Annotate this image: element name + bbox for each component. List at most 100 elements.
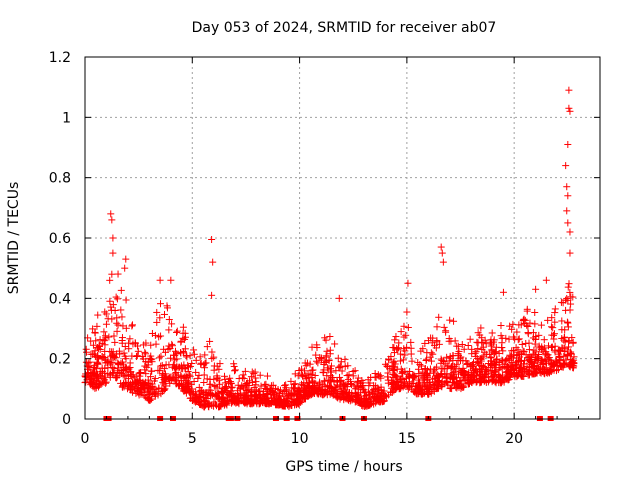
data-point-marker <box>537 321 545 329</box>
data-point-marker <box>173 327 181 335</box>
data-point-marker <box>566 107 574 115</box>
data-point-marker <box>106 276 114 284</box>
data-point-marker <box>551 309 559 317</box>
data-point-marker <box>464 342 472 350</box>
data-point-marker <box>396 350 404 358</box>
data-point-marker <box>407 350 415 358</box>
data-point-marker <box>113 314 121 322</box>
data-point-marker <box>94 311 102 319</box>
data-point-marker <box>540 336 548 344</box>
data-point-marker <box>200 371 208 379</box>
data-point-marker <box>477 324 485 332</box>
data-point-marker <box>121 264 129 272</box>
data-point-marker <box>155 333 163 341</box>
data-point-marker <box>565 280 573 288</box>
data-point-marker <box>506 351 514 359</box>
data-point-marker <box>567 300 575 308</box>
data-point-marker <box>564 219 572 227</box>
data-point-marker <box>134 347 142 355</box>
data-point-marker <box>563 183 571 191</box>
data-point-marker <box>532 285 540 293</box>
data-point-marker <box>455 347 463 355</box>
data-point-marker <box>562 296 570 304</box>
data-point-marker <box>201 403 209 411</box>
data-point-marker <box>564 192 572 200</box>
data-point-marker <box>375 372 383 380</box>
data-point-marker <box>478 354 486 362</box>
data-point-marker <box>216 380 224 388</box>
data-point-marker <box>165 361 173 369</box>
data-point-marker <box>391 336 399 344</box>
y-tick-label: 1.2 <box>49 50 71 66</box>
data-point-marker <box>190 350 198 358</box>
data-point-marker <box>442 327 450 335</box>
data-point-marker <box>515 321 523 329</box>
x-tick-label: 0 <box>81 431 90 447</box>
data-point-marker <box>295 367 303 375</box>
data-point-marker <box>512 344 520 352</box>
data-point-marker <box>563 207 571 215</box>
data-point-marker <box>194 374 202 382</box>
data-point-marker <box>313 357 321 365</box>
data-point-marker <box>531 320 539 328</box>
data-point-marker <box>251 374 259 382</box>
data-point-marker <box>213 384 221 392</box>
data-point-marker <box>153 308 161 316</box>
data-point-marker <box>114 321 122 329</box>
data-point-marker <box>195 391 203 399</box>
data-point-marker <box>235 375 243 383</box>
data-point-marker <box>397 328 405 336</box>
data-point-marker <box>117 286 125 294</box>
data-point-marker <box>142 358 150 366</box>
data-point-marker <box>122 255 130 263</box>
data-point-marker <box>201 351 209 359</box>
data-point-marker <box>435 313 443 321</box>
data-point-marker <box>323 364 331 372</box>
data-point-marker <box>141 362 149 370</box>
data-point-marker <box>228 383 236 391</box>
data-point-marker <box>548 314 556 322</box>
data-point-marker <box>108 348 116 356</box>
data-point-marker <box>421 339 429 347</box>
data-point-marker <box>190 346 198 354</box>
data-point-marker <box>302 375 310 383</box>
data-point-marker <box>433 337 441 345</box>
data-point-marker <box>481 336 489 344</box>
data-point-marker <box>400 322 408 330</box>
data-point-marker <box>181 345 189 353</box>
data-point-marker <box>565 86 573 94</box>
data-point-marker <box>460 345 468 353</box>
data-point-marker <box>407 338 415 346</box>
data-point-marker <box>288 384 296 392</box>
data-point-marker <box>84 359 92 367</box>
data-point-marker <box>520 315 528 323</box>
chart-title: Day 053 of 2024, SRMTID for receiver ab0… <box>192 20 497 36</box>
data-point-marker <box>96 345 104 353</box>
data-point-marker <box>93 322 101 330</box>
data-point-marker <box>113 327 121 335</box>
y-tick-label: 0.6 <box>49 231 71 247</box>
data-point-marker <box>201 359 209 367</box>
data-point-marker <box>109 301 117 309</box>
data-point-marker <box>157 352 165 360</box>
data-point-marker <box>107 210 115 218</box>
data-point-marker <box>152 340 160 348</box>
data-point-marker <box>414 365 422 373</box>
data-point-marker <box>160 310 168 318</box>
data-point-marker <box>110 332 118 340</box>
data-point-marker <box>247 373 255 381</box>
data-point-marker <box>509 320 517 328</box>
data-point-marker <box>499 357 507 365</box>
data-point-marker <box>564 283 572 291</box>
data-point-marker <box>450 317 458 325</box>
data-point-marker <box>126 335 134 343</box>
data-point-marker <box>439 258 447 266</box>
y-axis-label: SRMTID / TECUs <box>6 182 22 295</box>
data-point-marker <box>454 342 462 350</box>
data-point-marker <box>160 345 168 353</box>
data-point-marker <box>168 340 176 348</box>
data-point-marker <box>566 306 574 314</box>
data-point-marker <box>335 294 343 302</box>
data-point-marker <box>241 367 249 375</box>
data-point-marker <box>513 328 521 336</box>
